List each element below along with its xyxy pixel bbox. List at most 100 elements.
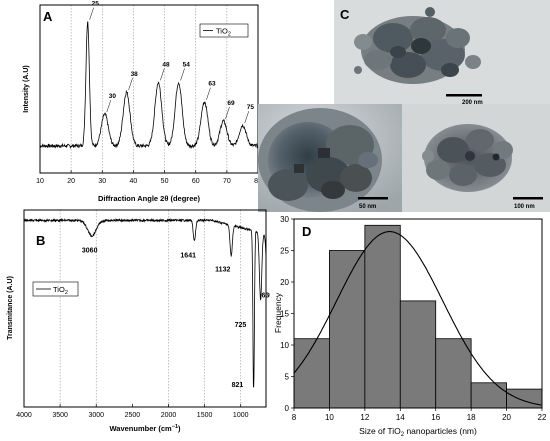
tem-cluster-top	[354, 7, 481, 84]
normal-fit-curve	[293, 231, 542, 406]
histogram-bar	[506, 388, 543, 409]
xrd-peak-arrow	[206, 87, 211, 100]
ftir-legend-label: TiO2	[53, 285, 68, 296]
xrd-peak-arrow	[244, 111, 249, 124]
histogram-y-axis-label: Frequency	[273, 292, 283, 333]
histogram-x-tick-label: 12	[360, 413, 369, 422]
xrd-tick-label: 40	[130, 178, 138, 185]
xrd-tick-label: 60	[192, 178, 200, 185]
xrd-legend: TiO2	[199, 23, 249, 38]
histogram-bars	[293, 224, 543, 409]
ftir-tick-label: 2500	[125, 412, 141, 419]
tem-cluster-bottom-left	[258, 108, 382, 212]
xrd-peak-labels: 25 30 38 48 54 63 69 75	[89, 1, 255, 124]
scalebar-bottom-left	[358, 197, 388, 200]
ftir-tick-label: 4000	[16, 412, 32, 419]
histogram-bar	[435, 338, 472, 409]
histogram-x-tick-label: 10	[325, 413, 334, 422]
tem-panel: C 200 nm 50 nm	[258, 0, 550, 215]
histogram-y-tick-label: 5	[285, 373, 290, 382]
size-histogram: D 8 10 12 14 16 18 20 22 0 5 10 15 20 25 30 Size of T…	[273, 215, 547, 438]
scalebar-top	[446, 94, 482, 97]
scalebar-bottom-right	[513, 197, 543, 200]
ftir-band-label: 630	[261, 292, 270, 299]
histogram-bar	[329, 250, 366, 409]
ftir-tick-label: 1000	[233, 412, 249, 419]
histogram-bar	[470, 382, 507, 409]
ftir-tick-label: 3500	[52, 412, 68, 419]
xrd-tick-label: 10	[36, 178, 44, 185]
histogram-y-tick-label: 25	[280, 247, 289, 256]
ftir-band-label: 3060	[82, 247, 98, 254]
xrd-tick-label: 20	[67, 178, 75, 185]
histogram-y-tick-label: 15	[280, 310, 289, 319]
ftir-x-axis-label: Wavenumber (cm−1)	[109, 424, 181, 433]
xrd-peak-label: 48	[162, 61, 170, 68]
tem-images: C 200 nm 50 nm	[258, 0, 550, 212]
ftir-chart: B 3060 1641 1132 725 630 821 4000 3500 3000 2500…	[7, 209, 270, 433]
panel-label-c: C	[340, 7, 350, 22]
histogram-y-tick-label: 30	[280, 215, 289, 224]
histogram-x-tick-label: 14	[396, 413, 405, 422]
ftir-tick-label: 1500	[197, 412, 213, 419]
histogram-x-tick-label: 16	[431, 413, 440, 422]
ftir-band-label: 1132	[215, 267, 230, 274]
xrd-peak-label: 63	[208, 81, 216, 88]
xrd-legend-label: TiO2	[216, 27, 231, 38]
xrd-peak-label: 30	[109, 93, 117, 100]
xrd-peak-arrow	[160, 68, 165, 81]
xrd-peak-label: 38	[131, 71, 139, 78]
scalebar-bottom-left-label: 50 nm	[359, 204, 376, 210]
xrd-y-axis-label: Intensity (A.U)	[23, 65, 30, 112]
histogram-bar	[364, 224, 401, 409]
ftir-x-ticks: 4000 3500 3000 2500 2000 1500 1000	[16, 404, 249, 419]
xrd-peak-arrow	[106, 100, 112, 113]
xrd-tick-label: 70	[223, 178, 231, 185]
xrd-peak-label: 54	[183, 61, 191, 68]
xrd-curve	[39, 21, 259, 150]
panel-label-a: A	[43, 9, 53, 24]
tem-cluster-bottom-right	[422, 124, 513, 192]
histogram-y-ticks: 0 5 10 15 20 25 30	[280, 215, 294, 413]
ftir-plot-frame	[23, 209, 267, 408]
histogram-y-tick-label: 20	[280, 278, 289, 287]
histogram-x-ticks: 8 10 12 14 16 18 20 22	[292, 408, 547, 422]
scalebar-top-label: 200 nm	[462, 100, 483, 106]
xrd-peak-arrow	[128, 77, 133, 91]
histogram-x-axis-label: Size of TiO2 nanoparticles (nm)	[359, 426, 477, 438]
ftir-band-labels: 3060 1641 1132 725 630 821	[82, 247, 270, 389]
xrd-peak-label: 75	[247, 104, 255, 111]
ftir-tick-label: 2000	[161, 412, 177, 419]
xrd-peak-arrow	[225, 106, 230, 120]
xrd-tick-label: 50	[161, 178, 169, 185]
xrd-x-axis-label: Diffraction Angle 2θ (degree)	[98, 194, 201, 203]
ftir-band-label: 821	[232, 382, 244, 389]
histogram-bar	[399, 300, 437, 409]
histogram-y-tick-label: 10	[280, 341, 289, 350]
ftir-tick-label: 3000	[88, 412, 104, 419]
ftir-band-label: 1641	[180, 252, 196, 259]
histogram-y-tick-label: 0	[285, 404, 290, 413]
histogram-x-tick-label: 20	[502, 413, 511, 422]
xrd-peak-arrow	[180, 68, 185, 81]
xrd-peak-arrow	[89, 7, 94, 20]
xrd-tick-label: 30	[98, 178, 106, 185]
ftir-gridlines	[59, 210, 242, 407]
histogram-x-tick-label: 18	[467, 413, 476, 422]
ftir-y-axis-label: Transmitance (A.U)	[7, 276, 14, 340]
scalebar-bottom-right-label: 100 nm	[514, 204, 535, 210]
xrd-legend-box	[199, 23, 249, 38]
histogram-bar	[293, 338, 330, 409]
ftir-legend: TiO2	[32, 281, 79, 297]
panel-label-d: D	[302, 224, 311, 239]
xrd-x-ticks: 1020304050607080	[36, 170, 262, 185]
histogram-x-tick-label: 22	[538, 413, 547, 422]
ftir-legend-box	[32, 281, 79, 297]
histogram-x-tick-label: 8	[292, 413, 297, 422]
xrd-peak-label: 69	[227, 100, 235, 107]
panel-label-b: B	[36, 233, 45, 248]
xrd-plot-frame	[39, 4, 259, 174]
xrd-peak-label: 25	[92, 1, 100, 8]
ftir-curve	[23, 217, 267, 388]
